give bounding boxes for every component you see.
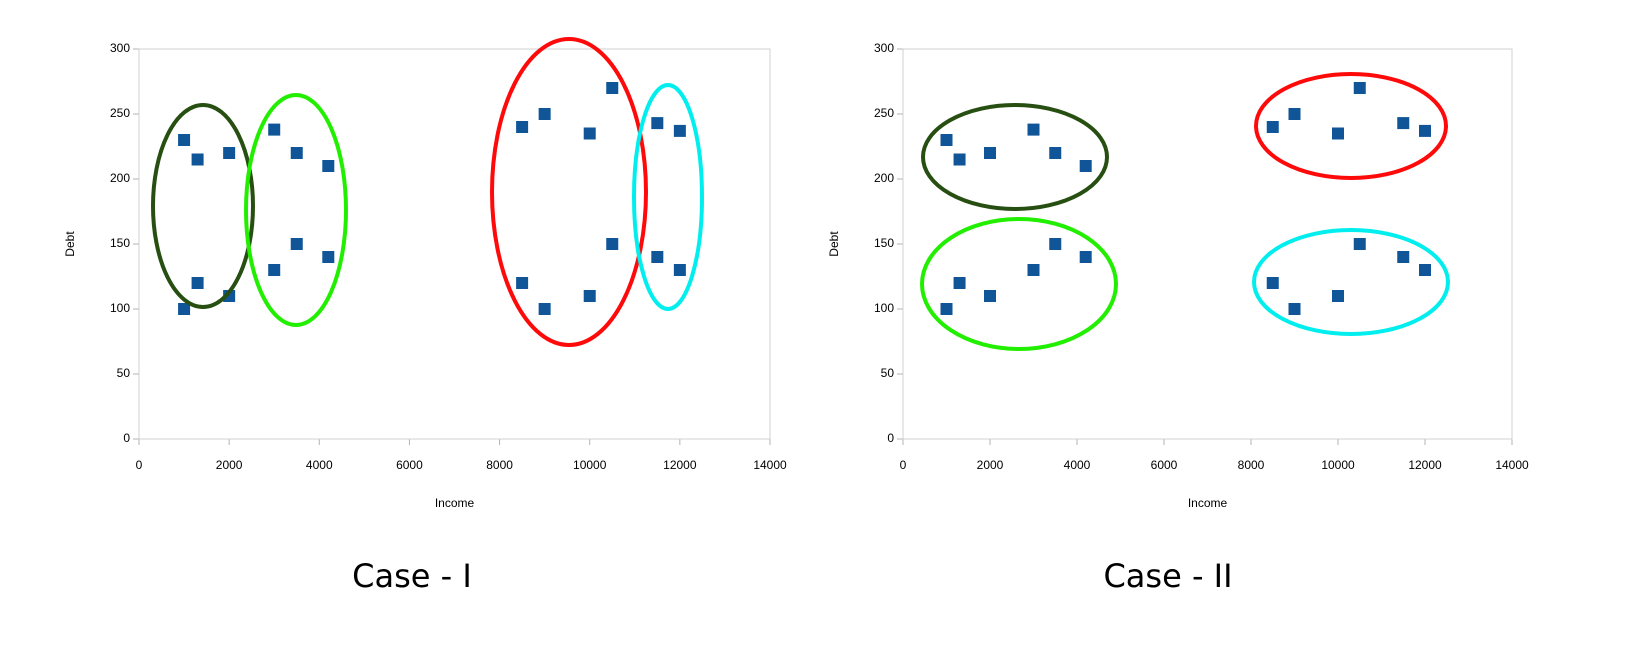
y-tick-label: 0 <box>123 431 130 445</box>
point <box>322 160 335 172</box>
point <box>538 303 551 315</box>
y-tick-label: 250 <box>110 106 130 120</box>
x-tick-label: 0 <box>136 458 143 472</box>
point <box>538 108 551 120</box>
point <box>953 277 966 289</box>
point <box>191 277 204 289</box>
y-tick-label: 0 <box>887 431 894 445</box>
point <box>516 277 529 289</box>
point <box>953 153 966 166</box>
point <box>1332 127 1344 140</box>
x-tick-label: 2000 <box>977 458 1004 472</box>
point <box>583 127 596 140</box>
point <box>268 123 281 136</box>
y-tick-label: 50 <box>881 366 895 380</box>
point <box>583 290 596 302</box>
y-tick-label: 100 <box>874 301 894 315</box>
x-tick-label: 6000 <box>1151 458 1178 472</box>
x-tick-label: 6000 <box>396 458 423 472</box>
point <box>1079 251 1092 263</box>
y-axis-label: Debt <box>827 231 841 257</box>
x-tick-label: 12000 <box>663 458 697 472</box>
x-tick-label: 8000 <box>1238 458 1265 472</box>
y-tick-label: 150 <box>874 236 894 250</box>
cluster-outline <box>1252 228 1450 336</box>
point <box>290 147 303 159</box>
point <box>223 147 236 159</box>
y-tick-label: 200 <box>110 171 130 185</box>
x-tick-label: 14000 <box>1495 458 1529 472</box>
point <box>1353 82 1366 94</box>
point <box>178 134 191 146</box>
y-tick-label: 50 <box>117 366 131 380</box>
y-tick-label: 300 <box>874 41 894 55</box>
x-tick-label: 8000 <box>486 458 513 472</box>
x-tick-label: 4000 <box>1064 458 1091 472</box>
point <box>1266 277 1279 289</box>
point <box>1288 108 1301 120</box>
point <box>1027 264 1040 276</box>
point <box>984 147 996 159</box>
point <box>1288 303 1301 315</box>
point <box>940 134 953 146</box>
plot-frame <box>902 48 1513 440</box>
point <box>1079 160 1092 172</box>
point <box>290 238 303 250</box>
point <box>1419 124 1431 137</box>
y-tick-label: 250 <box>874 106 894 120</box>
point <box>1049 147 1062 159</box>
point <box>178 303 191 315</box>
point <box>1027 123 1040 136</box>
caption: Case - I <box>352 557 472 595</box>
point <box>268 264 281 276</box>
point <box>606 82 619 94</box>
x-tick-label: 10000 <box>1321 458 1355 472</box>
point <box>673 124 686 137</box>
point <box>1397 117 1410 130</box>
y-tick-label: 150 <box>110 236 130 250</box>
point <box>651 251 664 263</box>
cluster-outline <box>1254 72 1448 180</box>
cluster-outline <box>244 93 348 327</box>
point <box>1049 238 1062 250</box>
point <box>1353 238 1366 250</box>
x-tick-label: 10000 <box>573 458 607 472</box>
point <box>322 251 335 263</box>
x-tick-label: 4000 <box>306 458 333 472</box>
x-tick-label: 2000 <box>216 458 243 472</box>
x-tick-label: 12000 <box>1408 458 1442 472</box>
point <box>1397 251 1410 263</box>
y-axis-label: Debt <box>63 231 77 257</box>
point <box>984 290 996 302</box>
caption: Case - II <box>1103 557 1232 595</box>
y-tick-label: 200 <box>874 171 894 185</box>
x-axis-label: Income <box>1188 496 1228 510</box>
point <box>1332 290 1344 302</box>
point <box>673 264 686 276</box>
point <box>191 153 204 166</box>
plot-frame <box>138 48 771 440</box>
point <box>1419 264 1431 276</box>
cluster-outline <box>490 37 648 347</box>
point <box>1266 121 1279 133</box>
point <box>940 303 953 315</box>
y-tick-label: 300 <box>110 41 130 55</box>
y-tick-label: 100 <box>110 301 130 315</box>
x-tick-label: 0 <box>900 458 907 472</box>
point <box>516 121 529 133</box>
point <box>606 238 619 250</box>
cluster-outline <box>632 83 704 311</box>
cluster-outline <box>151 103 255 309</box>
cluster-outline <box>921 103 1109 211</box>
point <box>651 117 664 130</box>
x-tick-label: 14000 <box>753 458 787 472</box>
cluster-outline <box>920 217 1118 351</box>
x-axis-label: Income <box>435 496 475 510</box>
